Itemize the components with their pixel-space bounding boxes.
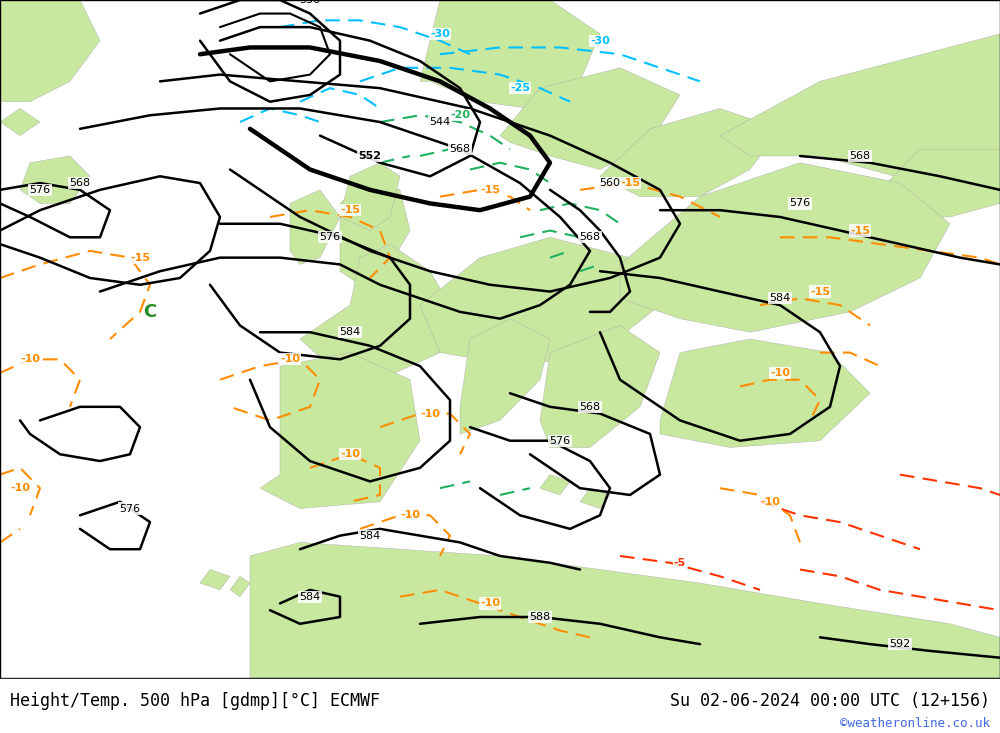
Polygon shape bbox=[720, 34, 1000, 183]
Polygon shape bbox=[300, 244, 450, 380]
Polygon shape bbox=[420, 237, 660, 366]
Text: -15: -15 bbox=[340, 205, 360, 216]
Text: -30: -30 bbox=[590, 36, 610, 45]
Text: 568: 568 bbox=[579, 232, 601, 243]
Polygon shape bbox=[880, 149, 1000, 217]
Text: -10: -10 bbox=[420, 408, 440, 419]
Text: 560: 560 bbox=[600, 178, 620, 188]
Text: 576: 576 bbox=[29, 185, 51, 195]
Text: 568: 568 bbox=[849, 151, 871, 161]
Text: 536: 536 bbox=[300, 0, 320, 5]
Text: 584: 584 bbox=[769, 293, 791, 303]
Text: 584: 584 bbox=[339, 327, 361, 337]
Text: C: C bbox=[143, 303, 157, 321]
Text: 544: 544 bbox=[429, 117, 451, 127]
Polygon shape bbox=[200, 570, 230, 590]
Text: 568: 568 bbox=[69, 178, 91, 188]
Text: -10: -10 bbox=[10, 483, 30, 493]
Polygon shape bbox=[290, 190, 340, 265]
Text: 568: 568 bbox=[579, 402, 601, 412]
Text: -15: -15 bbox=[130, 253, 150, 262]
Text: ©weatheronline.co.uk: ©weatheronline.co.uk bbox=[840, 718, 990, 730]
Text: 576: 576 bbox=[549, 435, 571, 446]
Text: -15: -15 bbox=[850, 226, 870, 235]
Text: Su 02-06-2024 00:00 UTC (12+156): Su 02-06-2024 00:00 UTC (12+156) bbox=[670, 692, 990, 710]
Text: -20: -20 bbox=[450, 110, 470, 120]
Text: -10: -10 bbox=[280, 354, 300, 364]
Text: -10: -10 bbox=[340, 449, 360, 460]
Text: 576: 576 bbox=[319, 232, 341, 243]
Text: 584: 584 bbox=[359, 531, 381, 541]
Text: 576: 576 bbox=[789, 199, 811, 208]
Polygon shape bbox=[340, 177, 410, 284]
Polygon shape bbox=[420, 0, 600, 108]
Polygon shape bbox=[250, 542, 1000, 678]
Text: -15: -15 bbox=[810, 287, 830, 297]
Text: -10: -10 bbox=[400, 510, 420, 520]
Polygon shape bbox=[0, 108, 40, 136]
Text: 592: 592 bbox=[889, 639, 911, 649]
Polygon shape bbox=[540, 475, 570, 495]
Text: -10: -10 bbox=[760, 497, 780, 507]
Text: 568: 568 bbox=[449, 144, 471, 154]
Polygon shape bbox=[340, 163, 400, 230]
Text: -15: -15 bbox=[480, 185, 500, 195]
Text: 552: 552 bbox=[358, 151, 382, 161]
Polygon shape bbox=[260, 353, 420, 509]
Text: -30: -30 bbox=[430, 29, 450, 39]
Text: 584: 584 bbox=[299, 592, 321, 602]
Polygon shape bbox=[620, 163, 950, 332]
Polygon shape bbox=[660, 339, 870, 447]
Polygon shape bbox=[500, 68, 680, 169]
Text: -10: -10 bbox=[770, 368, 790, 378]
Polygon shape bbox=[20, 156, 90, 204]
Polygon shape bbox=[580, 488, 610, 509]
Text: -5: -5 bbox=[674, 558, 686, 568]
Text: 576: 576 bbox=[119, 504, 141, 514]
Polygon shape bbox=[230, 576, 250, 597]
Text: -10: -10 bbox=[20, 354, 40, 364]
Text: -25: -25 bbox=[510, 83, 530, 93]
Text: 588: 588 bbox=[529, 612, 551, 622]
Polygon shape bbox=[0, 0, 100, 102]
Text: -15: -15 bbox=[620, 178, 640, 188]
Polygon shape bbox=[600, 108, 780, 196]
Text: Height/Temp. 500 hPa [gdmp][°C] ECMWF: Height/Temp. 500 hPa [gdmp][°C] ECMWF bbox=[10, 692, 380, 710]
Bar bbox=[0, 0, 1000, 678]
Polygon shape bbox=[460, 319, 550, 434]
Polygon shape bbox=[540, 325, 660, 447]
Text: -10: -10 bbox=[480, 598, 500, 608]
